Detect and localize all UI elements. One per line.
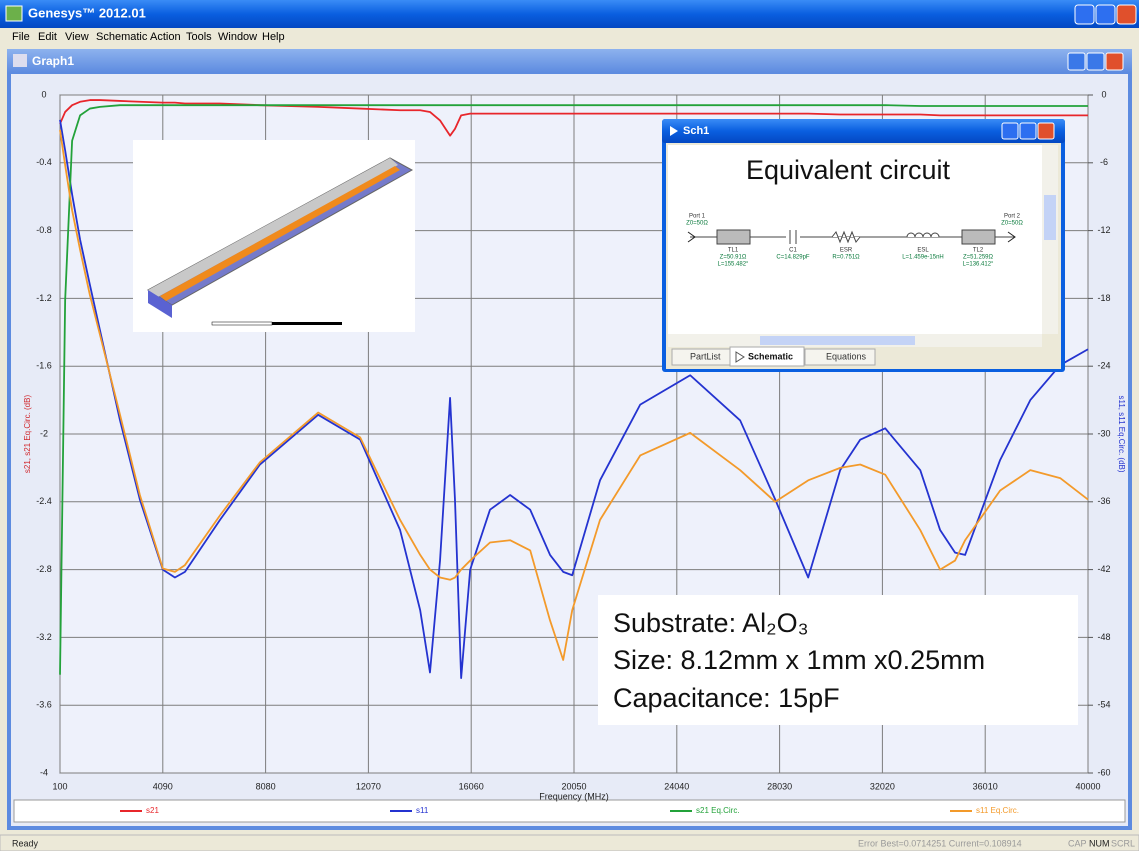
annotation-line: Capacitance: 15pF [613,683,840,713]
menu-item[interactable]: Tools [186,31,212,43]
status-indicator: NUM [1089,838,1110,848]
y2-tick-label: -42 [1097,564,1110,574]
x-tick-label: 20050 [561,781,586,791]
y-tick-label: 0 [41,89,46,99]
title-bar [0,0,1139,28]
y-tick-label: -0.8 [36,225,52,235]
tab-label: Schematic [748,351,793,361]
component-param: L=1.459e-15nH [902,255,944,261]
status-indicator: SCRL [1111,838,1135,848]
maximize-button[interactable] [1020,123,1036,139]
y2-tick-label: -18 [1097,293,1110,303]
y-tick-label: -1.2 [36,293,52,303]
component-param: Z=50.91Ω [720,255,747,261]
schematic-title: Sch1 [683,125,709,137]
schematic-window: Sch1 Equivalent circuit Port 1Z0=50ΩTL1Z… [662,119,1065,372]
x-tick-label: 36010 [973,781,998,791]
minimize-button[interactable] [1002,123,1018,139]
inset-3d-model [133,140,415,332]
y-tick-label: -3.2 [36,632,52,642]
x-tick-label: 8080 [256,781,276,791]
component-param: Z0=50Ω [1001,221,1023,227]
status-indicator: CAP [1068,838,1087,848]
y-axis-label: s21, s21 Eq.Circ. (dB) [23,395,32,474]
app-icon [6,6,22,21]
menu-item[interactable]: Help [262,31,285,43]
graph-window-title: Graph1 [32,54,74,68]
component-param: Z0=50Ω [686,221,708,227]
y-tick-label: -2.8 [36,564,52,574]
component-name: Port 2 [1004,214,1021,220]
y2-tick-label: -54 [1097,700,1110,710]
component-param: L=136.412° [963,262,995,268]
window-controls [1075,5,1136,24]
annotation-line: Size: 8.12mm x 1mm x0.25mm [613,645,985,675]
y2-tick-label: -24 [1097,361,1110,371]
graph-icon [13,54,27,67]
schematic-heading: Equivalent circuit [746,155,951,185]
y2-tick-label: -60 [1097,767,1110,777]
x-tick-label: 100 [52,781,67,791]
x-tick-label: 32020 [870,781,895,791]
y2-tick-label: -6 [1100,157,1108,167]
x-tick-label: 24040 [664,781,689,791]
legend-label: s21 Eq.Circ. [696,806,740,815]
legend-label: s21 [146,806,159,815]
y-tick-label: -2 [40,428,48,438]
menu-item[interactable]: Action [150,31,181,43]
tab-label: PartList [690,351,721,361]
annotation-line: Substrate: Al₂O₃ [613,608,809,638]
y-tick-label: -0.4 [36,157,52,167]
close-button[interactable] [1117,5,1136,24]
maximize-button[interactable] [1087,53,1104,70]
y2-tick-label: 0 [1101,89,1106,99]
y2-tick-label: -48 [1097,632,1110,642]
component-name: TL1 [728,248,739,254]
legend-label: s11 Eq.Circ. [976,806,1019,815]
y2-tick-label: -36 [1097,496,1110,506]
y2-tick-label: -30 [1097,428,1110,438]
y-tick-label: -1.6 [36,361,52,371]
x-tick-label: 4090 [153,781,173,791]
component-name: TL2 [973,248,984,254]
component-param: L=155.482° [718,262,750,268]
minimize-button[interactable] [1075,5,1094,24]
x-tick-label: 16060 [459,781,484,791]
close-button[interactable] [1038,123,1054,139]
y-tick-label: -4 [40,767,48,777]
status-error: Error Best=0.0714251 Current=0.108914 [858,838,1022,848]
component-param: Z=51.259Ω [963,255,994,261]
y2-axis-label: s11, s11 Eq.Circ. (dB) [1117,395,1126,472]
component-param: C=14.829pF [776,255,810,261]
y2-tick-label: -12 [1097,225,1110,235]
component-name: ESR [840,248,853,254]
tab-label: Equations [826,351,867,361]
graph-window-title-bar [7,49,1132,73]
menu-item[interactable]: View [65,31,89,43]
x-tick-label: 40000 [1075,781,1100,791]
component-param: R=0.751Ω [832,255,860,261]
x-tick-label: 28030 [767,781,792,791]
legend-label: s11 [416,806,429,815]
close-button[interactable] [1106,53,1123,70]
component-name: Port 1 [689,214,706,220]
minimize-button[interactable] [1068,53,1085,70]
x-axis-label: Frequency (MHz) [539,791,609,801]
page: {"app": {"title": "Genesys™ 2012.01", "m… [0,0,1139,851]
app-title: Genesys™ 2012.01 [28,5,146,20]
menu-item[interactable]: Schematic [96,31,148,43]
menu-item[interactable]: Window [218,31,257,43]
menu-item[interactable]: Edit [38,31,57,43]
y-tick-label: -3.6 [36,700,52,710]
component-name: C1 [789,248,797,254]
status-message: Ready [12,838,39,848]
x-tick-label: 12070 [356,781,381,791]
component-name: ESL [917,248,929,254]
screen: Genesys™ 2012.01 File Edit View Schemati… [0,0,1139,851]
maximize-button[interactable] [1096,5,1115,24]
menu-item[interactable]: File [12,31,30,43]
y-tick-label: -2.4 [36,496,52,506]
